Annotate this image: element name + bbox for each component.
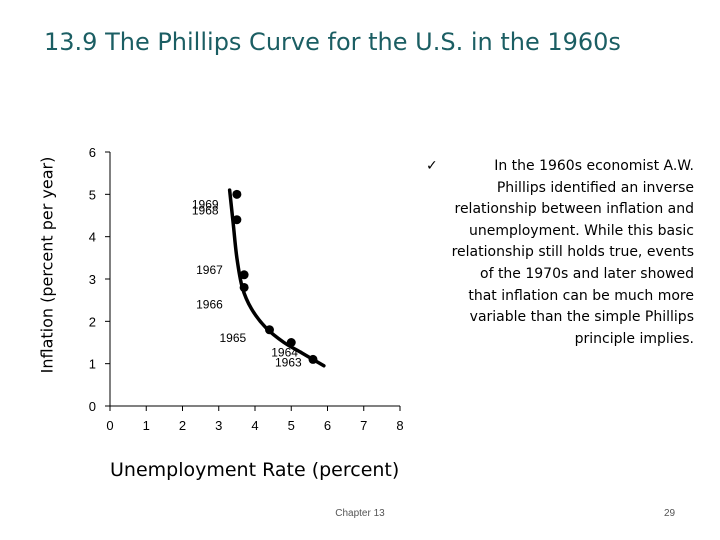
x-tick-label: 0 xyxy=(106,418,113,433)
x-tick-label: 6 xyxy=(324,418,331,433)
x-tick-label: 3 xyxy=(215,418,222,433)
x-tick-label: 5 xyxy=(288,418,295,433)
page-number: 29 xyxy=(664,508,676,519)
x-tick-label: 8 xyxy=(396,418,403,433)
y-tick-label: 3 xyxy=(89,272,96,287)
data-point-year-label: 1963 xyxy=(275,355,302,369)
chart-axes: 0 1 2 3 4 5 6 7 8 0 1 2 3 4 5 6 xyxy=(89,145,404,433)
check-icon: ✓ xyxy=(426,158,438,174)
y-tick-label: 1 xyxy=(89,357,96,372)
x-axis-label: Unemployment Rate (percent) xyxy=(110,459,400,481)
y-tick-label: 5 xyxy=(89,187,96,202)
data-point xyxy=(308,354,318,364)
x-tick-label: 1 xyxy=(143,418,150,433)
data-point-year-label: 1967 xyxy=(196,263,223,277)
y-tick-label: 4 xyxy=(89,230,96,245)
data-point xyxy=(286,338,296,347)
data-point xyxy=(232,189,242,199)
chart-curve-layer xyxy=(227,188,326,368)
x-tick-label: 2 xyxy=(179,418,186,433)
data-point xyxy=(239,282,249,292)
data-point-year-label: 1968 xyxy=(192,204,219,218)
y-tick-label: 6 xyxy=(89,145,96,160)
data-point xyxy=(239,270,249,280)
data-point-year-label: 1969 xyxy=(192,197,219,211)
data-point-year-label: 1964 xyxy=(271,346,298,360)
bullet-text: In the 1960s economist A.W. Phillips ide… xyxy=(451,158,694,347)
phillips-curve-line xyxy=(227,188,326,368)
data-point-year-label: 1965 xyxy=(220,331,247,345)
bullet-point: ✓ In the 1960s economist A.W. Phillips i… xyxy=(426,156,694,350)
y-tick-label: 2 xyxy=(89,314,96,329)
slide-title: 13.9 The Phillips Curve for the U.S. in … xyxy=(44,28,621,56)
y-tick-label: 0 xyxy=(89,399,96,414)
x-tick-label: 4 xyxy=(251,418,258,433)
data-point xyxy=(265,325,274,335)
slide-footer: Chapter 13 xyxy=(335,508,385,519)
x-tick-label: 7 xyxy=(360,418,367,433)
data-point xyxy=(232,215,242,225)
data-point-year-label: 1966 xyxy=(196,297,223,311)
